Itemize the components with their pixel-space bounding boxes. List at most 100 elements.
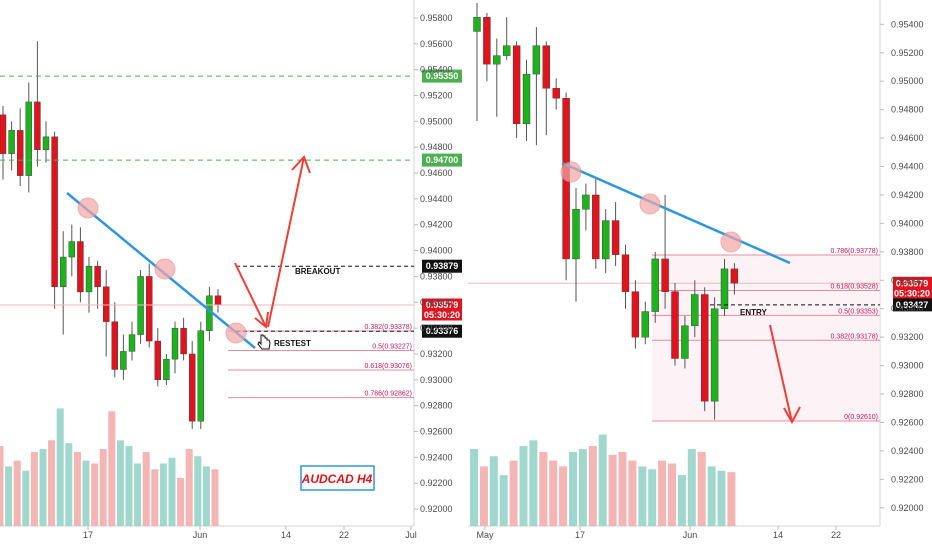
volume-bar (73, 451, 81, 526)
candle-body[interactable] (522, 73, 531, 125)
candle-body[interactable] (651, 258, 659, 312)
candle-body[interactable] (602, 220, 610, 260)
candle-body[interactable] (214, 295, 222, 306)
volume-bar (717, 470, 726, 526)
descending-trendline[interactable] (561, 161, 791, 265)
volume-bar (618, 451, 627, 526)
left-candles[interactable] (0, 41, 222, 429)
candle-body[interactable] (671, 291, 679, 359)
candle-body[interactable] (171, 327, 179, 360)
target-arrow[interactable] (267, 156, 305, 328)
retest-arrow[interactable] (234, 262, 267, 328)
volume-bar (489, 456, 498, 526)
candle-body[interactable] (94, 265, 101, 287)
candle-body[interactable] (592, 194, 600, 260)
trendline-touch-marker[interactable] (560, 161, 582, 183)
candle-body[interactable] (552, 88, 560, 99)
date-tick-label: 14 (773, 530, 783, 540)
candle-body[interactable] (661, 258, 669, 292)
left-date-axis[interactable]: 17 Jun 14 22 Jul (83, 526, 417, 540)
left-price-axis[interactable]: 0.95800 0.95600 0.95400 0.95200 0.95000 0.948… (414, 13, 453, 514)
price-tick-label: 0.94000 (420, 246, 453, 256)
candle-body[interactable] (111, 321, 119, 370)
candle-body[interactable] (572, 208, 580, 260)
candle-body[interactable] (483, 17, 491, 65)
volume-bar (39, 449, 47, 526)
price-badge-entry[interactable] (893, 298, 932, 312)
candle-body[interactable] (34, 101, 41, 150)
candle-body[interactable] (51, 136, 58, 287)
retest-label: RESTEST (274, 339, 311, 348)
sell-arrowhead[interactable] (783, 406, 801, 425)
volume-bar (499, 475, 508, 526)
price-badge-g2[interactable] (422, 153, 462, 167)
candle-body[interactable] (473, 17, 481, 32)
candle-body[interactable] (120, 351, 127, 370)
candle-body[interactable] (720, 268, 729, 309)
right-chart-panel[interactable]: 0.786(0.93778) 0.618(0.93528) 0.5(0.93353)… (468, 0, 932, 540)
candle-body[interactable] (60, 256, 67, 287)
trendline-touch-marker[interactable] (77, 197, 99, 219)
candle-body[interactable] (197, 330, 205, 422)
candle-body[interactable] (17, 130, 24, 176)
candle-body[interactable] (154, 340, 162, 381)
candle-body[interactable] (691, 294, 699, 326)
candle-body[interactable] (532, 45, 541, 75)
price-badge-lvl[interactable] (422, 324, 462, 338)
price-tick-label: 0.93600 (420, 297, 453, 307)
volume-bar (539, 451, 548, 526)
target-arrowhead[interactable] (291, 155, 311, 174)
trendline-touch-marker[interactable] (639, 193, 661, 215)
candle-body[interactable] (0, 114, 7, 154)
price-tick-label: 0.93800 (420, 271, 453, 281)
volume-bar (108, 411, 116, 526)
trendline-touch-marker[interactable] (225, 322, 247, 344)
price-tick-label: 0.93200 (420, 349, 453, 359)
volume-bar (687, 449, 696, 526)
candle-body[interactable] (77, 241, 84, 293)
left-chart-panel[interactable]: 0.382(0.93378) 0.5(0.93227) 0.618(0.93076)… (0, 0, 462, 540)
trendline-touch-marker[interactable] (720, 231, 742, 253)
right-price-axis[interactable]: 0.95400 0.95200 0.95000 0.94800 0.94600 0.944… (880, 19, 924, 513)
right-date-axis[interactable]: May 17 Jun 14 22 (476, 526, 841, 540)
candle-body[interactable] (163, 358, 170, 381)
candle-body[interactable] (542, 45, 550, 89)
candle-body[interactable] (128, 334, 136, 352)
price-tick-label: 0.92000 (891, 503, 924, 513)
candle-body[interactable] (730, 268, 739, 284)
price-badge-g1[interactable] (422, 69, 462, 83)
candle-body[interactable] (137, 276, 144, 335)
candle-body[interactable] (8, 130, 15, 154)
candle-body[interactable] (102, 286, 110, 322)
retest-arrowhead[interactable] (254, 311, 269, 329)
candle-body[interactable] (641, 311, 649, 338)
candle-body[interactable] (631, 291, 640, 338)
candle-body[interactable] (710, 308, 719, 402)
candle-body[interactable] (68, 241, 76, 258)
sell-arrow[interactable] (769, 324, 793, 423)
price-badge-label: 0.93427 (896, 300, 929, 310)
trendline-touch-marker[interactable] (154, 258, 176, 280)
price-tick-label: 0.95000 (891, 76, 924, 86)
candle-body[interactable] (188, 353, 196, 422)
candle-body[interactable] (582, 194, 590, 210)
candle-body[interactable] (611, 220, 620, 255)
candle-body[interactable] (512, 45, 521, 125)
candle-body[interactable] (621, 254, 630, 292)
price-badge-cur[interactable] (422, 298, 462, 321)
candle-body[interactable] (701, 294, 709, 402)
price-badge-brk[interactable] (422, 259, 462, 273)
candle-body[interactable] (85, 265, 93, 293)
left-drawings[interactable]: BREAKOUT RESTEST AUDCAD H4 0.95350 0.94700 0.… (0, 69, 462, 491)
price-badge-label: 0.94700 (426, 155, 459, 165)
candle-body[interactable] (145, 276, 153, 342)
price-badge-cur[interactable] (893, 276, 932, 299)
candle-body[interactable] (503, 45, 511, 56)
candle-body[interactable] (42, 136, 50, 150)
candle-body[interactable] (493, 55, 501, 65)
candle-body[interactable] (180, 327, 187, 355)
candle-body[interactable] (681, 325, 689, 359)
candle-body[interactable] (25, 101, 32, 176)
